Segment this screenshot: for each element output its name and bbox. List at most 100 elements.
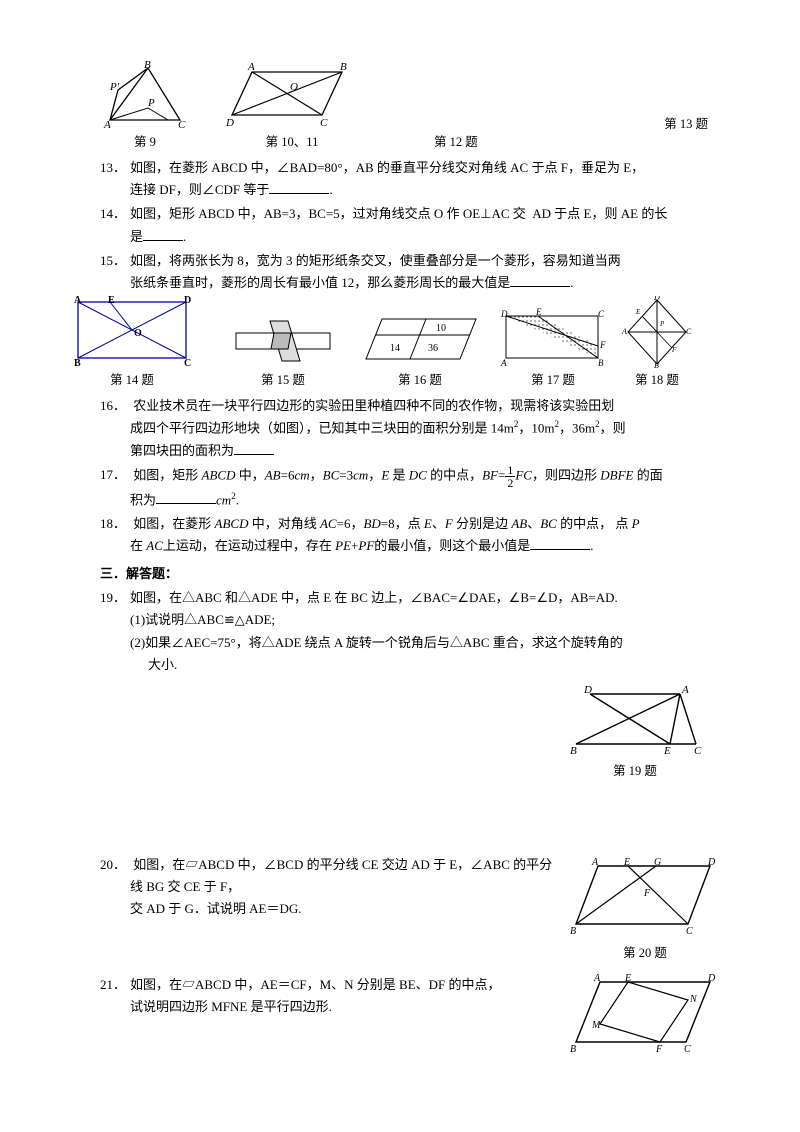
svg-text:F: F [599,340,606,350]
svg-text:D: D [583,684,592,696]
q16-body: 农业技术员在一块平行四边形的实验田里种植四种不同的农作物，现需将该实验田划 成四… [130,395,720,462]
svg-text:G: G [654,857,661,868]
svg-text:B: B [74,358,81,368]
q19-body: 如图，在△ABC 和△ADE 中，点 E 在 BC 边上，∠BAC=∠DAE，∠… [130,587,720,675]
q16-num: 16． [100,395,130,462]
svg-text:B: B [654,361,659,368]
q18-num: 18． [100,513,130,557]
svg-text:C: C [184,358,191,368]
fig19-svg: D A B E C [560,684,710,759]
svg-text:E: E [635,308,641,316]
svg-text:F: F [643,888,651,899]
svg-text:O: O [290,81,298,93]
question-17: 17． 如图，矩形 ABCD 中，AB=6cm，BC=3cm，E 是 DC 的中… [100,464,720,511]
fig14-svg: A E D B C O [72,296,192,368]
q14-line2: 是 [130,229,143,244]
svg-text:O: O [134,328,142,339]
svg-text:A: A [681,684,689,696]
figure-10-11: A B C D O 第 10、11 [222,60,362,153]
svg-text:D: D [653,296,660,302]
q14-num: 14． [100,203,130,247]
svg-text:A: A [500,358,507,368]
q15-body: 如图，将两张长为 8，宽为 3 的矩形纸条交叉，使重叠部分是一个菱形，容易知道当… [130,250,720,294]
svg-text:N: N [689,994,698,1005]
figure-9: B P' P A C 第 9 [100,60,190,153]
q13-line1: 如图，在菱形 ABCD 中，∠BAD=80°，AB 的垂直平分线交对角线 AC … [130,160,644,175]
page: B P' P A C 第 9 A B C D O 第 10、11 第 12 题 … [0,0,800,1060]
fig12-label: 第 12 题 [434,132,478,153]
figure-21: A E D N M B F C [570,972,720,1057]
q17-body: 如图，矩形 ABCD 中，AB=6cm，BC=3cm，E 是 DC 的中点，BF… [130,464,720,511]
q14-body: 如图，矩形 ABCD 中，AB=3，BC=5，过对角线交点 O 作 OE⊥AC … [130,203,720,247]
svg-text:B: B [570,745,577,757]
svg-text:C: C [686,327,692,336]
svg-text:A: A [247,61,255,73]
q17-num: 17． [100,464,130,511]
fig9-svg: B P' P A C [100,60,190,130]
svg-text:E: E [535,308,542,317]
fig9-label: 第 9 [134,132,156,153]
svg-text:P': P' [109,81,120,93]
svg-text:D: D [707,857,716,868]
question-14: 14． 如图，矩形 ABCD 中，AB=3，BC=5，过对角线交点 O 作 OE… [100,203,720,247]
fig10-11-svg: A B C D O [222,60,362,130]
q20-body: 如图，在▱ABCD 中，∠BCD 的平分线 CE 交边 AD 于 E，∠ABC … [130,854,562,920]
svg-text:C: C [694,745,702,757]
q17-blank [156,489,216,504]
svg-text:C: C [178,119,186,130]
svg-text:A: A [103,119,111,130]
q15-num: 15． [100,250,130,294]
q15-line1: 如图，将两张长为 8，宽为 3 的矩形纸条交叉，使重叠部分是一个菱形，容易知道当… [130,253,621,268]
svg-text:B: B [340,61,347,73]
fig20-label: 第 20 题 [570,943,720,964]
figure-19: D A B E C 第 19 题 [560,684,710,782]
figure-18: D A C B E F P 第 18 题 [622,296,692,391]
question-20: 20． 如图，在▱ABCD 中，∠BCD 的平分线 CE 交边 AD 于 E，∠… [100,854,562,920]
svg-text:B: B [570,926,576,937]
q14-blank [143,226,183,241]
question-16: 16． 农业技术员在一块平行四边形的实验田里种植四种不同的农作物，现需将该实验田… [100,395,720,462]
fig15-label: 第 15 题 [261,370,305,391]
q13-num: 13． [100,157,130,201]
question-15: 15． 如图，将两张长为 8，宽为 3 的矩形纸条交叉，使重叠部分是一个菱形，容… [100,250,720,294]
q13-line2: 连接 DF，则∠CDF 等于 [130,182,269,197]
svg-text:M: M [591,1020,601,1031]
svg-text:A: A [74,296,82,306]
q13-blank [269,179,329,194]
fig17-label: 第 17 题 [531,370,575,391]
svg-text:C: C [686,926,693,937]
fig16-svg: 10 14 36 [360,313,480,368]
q19-num: 19． [100,587,130,675]
fig18-svg: D A C B E F P [622,296,692,368]
svg-text:C: C [320,117,328,129]
fig10-11-label: 第 10、11 [266,132,319,153]
q21-body: 如图，在▱ABCD 中，AE＝CF，M、N 分别是 BE、DF 的中点， 试说明… [130,974,562,1018]
figure-20: A E G D B C F 第 20 题 [570,856,720,964]
fraction-half: 12 [505,464,515,489]
svg-text:A: A [593,973,601,984]
q14-line1: 如图，矩形 ABCD 中，AB=3，BC=5，过对角线交点 O 作 OE⊥AC … [130,206,667,221]
figure-12: 第 12 题 [434,70,478,153]
fig19-label: 第 19 题 [560,761,710,782]
q21-num: 21． [100,974,130,1018]
fig21-svg: A E D N M B F C [570,972,720,1057]
figure-13: 第 13 题 [664,112,708,153]
q15-line2: 张纸条垂直时，菱形的周长有最小值 12，那么菱形周长的最大值是 [130,275,510,290]
svg-text:C: C [684,1044,691,1055]
q16-blank [234,440,274,455]
svg-text:36: 36 [428,343,438,354]
svg-text:14: 14 [390,343,400,354]
fig20-svg: A E G D B C F [570,856,720,941]
svg-text:F: F [655,1044,663,1055]
svg-text:P: P [659,320,665,328]
q18-body: 如图，在菱形 ABCD 中，对角线 AC=6，BD=8，点 E、F 分别是边 A… [130,513,720,557]
figure-14: A E D B C O 第 14 题 [72,296,192,391]
figure-15: 第 15 题 [228,313,338,391]
svg-text:E: E [108,296,115,306]
svg-text:D: D [707,973,716,984]
svg-text:B: B [144,60,151,71]
svg-text:D: D [225,117,234,129]
section-3-heading: 三．解答题： [100,563,720,585]
figure-16: 10 14 36 第 16 题 [360,313,480,391]
svg-text:E: E [663,745,671,757]
